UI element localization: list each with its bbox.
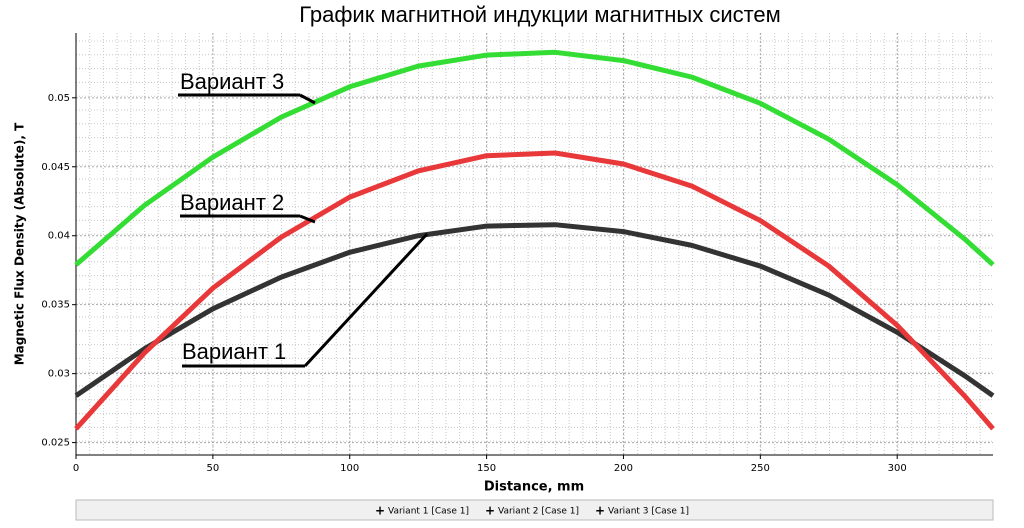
- annotation-leader: [303, 232, 429, 368]
- annotation: Вариант 2: [180, 190, 284, 215]
- y-tick-label: 0.03: [48, 369, 70, 380]
- series-line: [74, 222, 995, 398]
- x-tick-label: 0: [73, 463, 79, 474]
- legend-marker: +: [485, 504, 495, 518]
- y-axis-label: Magnetic Flux Density (Absolute), T: [13, 122, 27, 365]
- legend-label: Variant 3 [Case 1]: [608, 507, 689, 517]
- x-tick-label: 300: [888, 463, 907, 474]
- x-tick-label: 50: [206, 463, 219, 474]
- legend-label: Variant 2 [Case 1]: [498, 507, 579, 517]
- y-tick-label: 0.035: [41, 300, 70, 311]
- x-axis-label: Distance, mm: [484, 480, 584, 495]
- y-tick-label: 0.045: [41, 162, 70, 173]
- y-tick-label: 0.025: [41, 438, 70, 449]
- series-line: [74, 150, 995, 431]
- x-tick-label: 250: [751, 463, 770, 474]
- x-tick-label: 100: [340, 463, 359, 474]
- y-tick-label: 0.04: [48, 231, 70, 242]
- annotation-leader: [299, 214, 316, 224]
- legend-label: Variant 1 [Case 1]: [388, 507, 469, 517]
- plot-area: [76, 33, 993, 455]
- legend-box: [75, 499, 994, 521]
- series-line: [74, 49, 995, 267]
- chart-title: График магнитной индукции магнитных сист…: [299, 2, 781, 27]
- legend-marker: +: [595, 504, 605, 518]
- x-tick-label: 200: [614, 463, 633, 474]
- annotation-leader: [299, 93, 316, 105]
- legend-marker: +: [375, 504, 385, 518]
- x-tick-label: 150: [477, 463, 496, 474]
- y-tick-label: 0.05: [48, 93, 70, 104]
- annotation: Вариант 3: [180, 69, 284, 94]
- annotation: Вариант 1: [182, 339, 286, 364]
